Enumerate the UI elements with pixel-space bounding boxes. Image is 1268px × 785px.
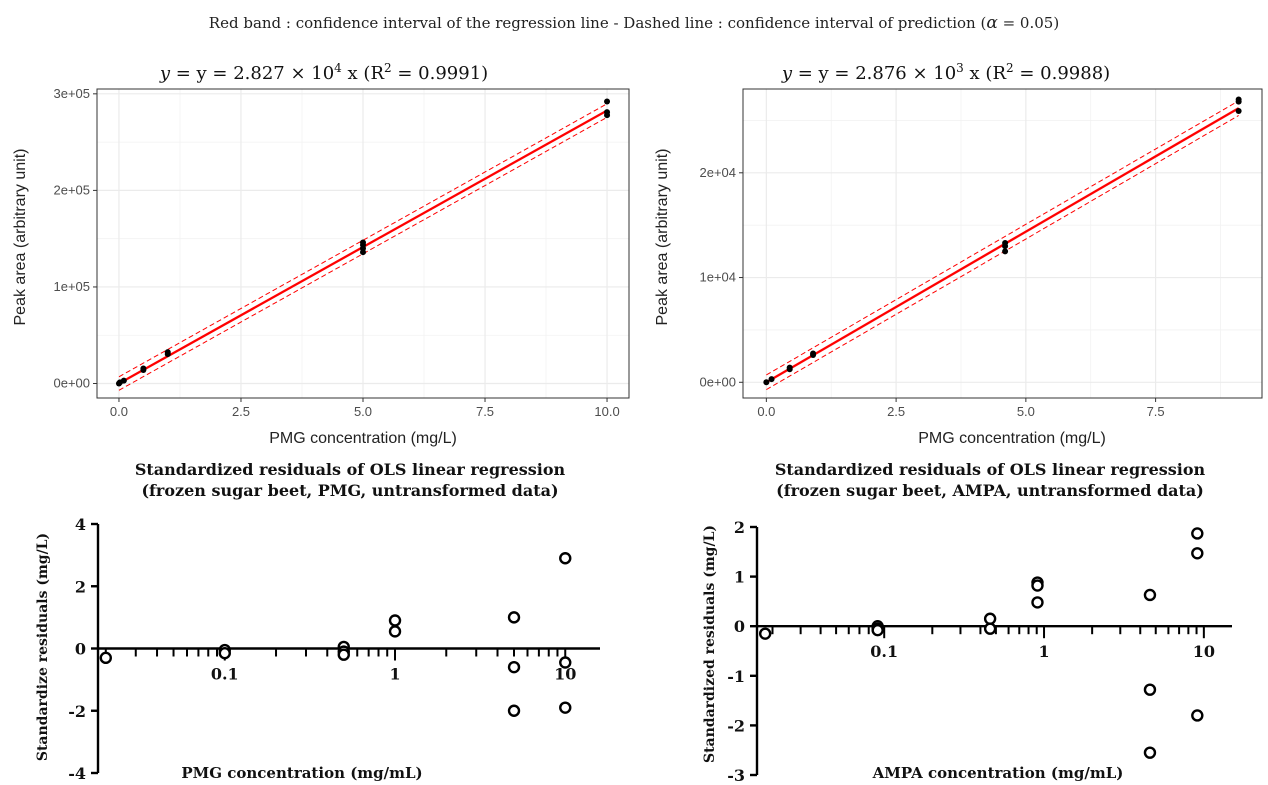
pmg-resid-y-tick-label: -4	[68, 764, 86, 783]
pmg-resid-y-tick-label: 4	[75, 515, 86, 534]
ampa-resid-residual-point	[983, 622, 997, 635]
ampa-resid-y-tick-label: 0	[734, 617, 745, 636]
figure-caption: Red band : confidence interval of the re…	[209, 13, 1059, 33]
ampa-y-tick-label: 2e+04	[699, 165, 736, 180]
pmg-resid-x-tick-label: 10	[554, 665, 576, 684]
ampa-resid-y-tick-label: 2	[734, 518, 745, 537]
pmg-data-point	[604, 109, 611, 116]
ampa-prediction-upper-line	[766, 100, 1239, 376]
ampa-data-point	[1235, 96, 1242, 103]
ampa-x-tick-label: 5.0	[1017, 404, 1035, 419]
ampa-data-point	[763, 379, 770, 386]
pmg-resid-residual-point	[388, 625, 402, 638]
pmg-residuals-title-line2: (frozen sugar beet, PMG, untransformed d…	[141, 481, 558, 500]
pmg-resid-y-tick-label: -2	[68, 702, 86, 721]
pmg-equation-title: y = y = 2.827 × 104 x (R2 = 0.9991)	[159, 61, 488, 84]
ampa-x-tick-label: 0.0	[757, 404, 775, 419]
ampa-calibration-chart: y = y = 2.876 × 103 x (R2 = 0.9988) PMG …	[654, 61, 1263, 447]
pmg-y-tick-label: 3e+05	[53, 86, 90, 101]
pmg-resid-x-tick-label: 0.1	[211, 665, 239, 684]
pmg-resid-residual-point	[218, 646, 231, 660]
pmg-y-tick-label: 1e+05	[53, 279, 90, 294]
ampa-resid-residual-point	[1143, 588, 1157, 602]
pmg-resid-residual-point	[337, 648, 350, 661]
ampa-residuals-title-line1: Standardized residuals of OLS linear reg…	[775, 460, 1206, 479]
ampa-y-axis-title: Peak area (arbitrary unit)	[654, 149, 671, 326]
ampa-data-point	[786, 364, 793, 371]
ampa-panel-border	[742, 88, 1263, 399]
ampa-resid-x-tick-label: 10	[1193, 642, 1215, 661]
ampa-resid-residual-point	[758, 627, 772, 640]
pmg-resid-residual-point	[559, 701, 572, 714]
ampa-x-axis-title: PMG concentration (mg/L)	[918, 430, 1106, 447]
ampa-resid-residual-point	[983, 612, 997, 625]
ampa-resid-y-tick-label: -1	[727, 667, 745, 686]
ampa-data-point	[768, 376, 775, 383]
ampa-y-tick-label: 1e+04	[699, 270, 736, 285]
pmg-resid-residual-point	[388, 614, 402, 627]
pmg-resid-residual-point	[559, 552, 572, 565]
pmg-data-point	[360, 239, 366, 246]
ampa-resid-residual-point	[1031, 596, 1044, 609]
pmg-resid-residual-point	[99, 651, 112, 665]
pmg-residuals-chart: Standardized residuals of OLS linear reg…	[35, 460, 600, 783]
ampa-resid-residual-point	[1143, 683, 1157, 696]
pmg-y-tick-label: 0e+00	[53, 376, 90, 391]
pmg-x-tick-label: 5.0	[354, 404, 372, 419]
pmg-prediction-upper-line	[118, 103, 608, 378]
ampa-resid-residual-point	[1143, 746, 1157, 759]
pmg-panel-border	[96, 88, 630, 399]
pmg-resid-y-tick-label: 2	[75, 577, 86, 596]
pmg-resid-residual-point	[507, 660, 521, 674]
ampa-data-point	[1002, 248, 1009, 255]
pmg-data-point	[604, 98, 611, 105]
ampa-x-tick-label: 7.5	[1147, 404, 1165, 419]
pmg-y-tick-label: 2e+05	[53, 182, 90, 197]
pmg-calibration-chart: y = y = 2.827 × 104 x (R2 = 0.9991) PMG …	[12, 61, 630, 447]
ampa-x-tick-label: 2.5	[887, 404, 905, 419]
ampa-data-point	[1235, 107, 1242, 114]
ampa-residuals-x-axis-title: AMPA concentration (mg/mL)	[872, 764, 1124, 782]
ampa-data-point	[810, 350, 817, 357]
ampa-resid-x-tick-label: 0.1	[870, 642, 898, 661]
pmg-data-point	[120, 377, 127, 384]
pmg-residuals-x-axis-title: PMG concentration (mg/mL)	[181, 764, 422, 782]
pmg-resid-y-tick-label: 0	[75, 640, 86, 659]
ampa-resid-y-tick-label: -2	[727, 716, 745, 735]
pmg-data-point	[164, 349, 171, 356]
ampa-y-tick-label: 0e+00	[699, 374, 736, 389]
pmg-prediction-lower-line	[118, 116, 608, 391]
pmg-residuals-y-axis-title: Standardize residuals (mg/L)	[35, 533, 51, 761]
ampa-residuals-chart: Standardized residuals of OLS linear reg…	[702, 460, 1232, 785]
pmg-x-axis-title: PMG concentration (mg/L)	[269, 430, 457, 447]
pmg-y-axis-title: Peak area (arbitrary unit)	[12, 149, 29, 326]
ampa-resid-residual-point	[1191, 709, 1204, 722]
pmg-resid-residual-point	[507, 704, 521, 717]
ampa-resid-residual-point	[871, 623, 884, 637]
pmg-resid-residual-point	[507, 611, 521, 624]
pmg-resid-residual-point	[559, 656, 572, 669]
pmg-x-tick-label: 7.5	[476, 404, 494, 419]
ampa-residuals-title-line2: (frozen sugar beet, AMPA, untransformed …	[776, 481, 1204, 500]
pmg-x-tick-label: 10.0	[594, 404, 619, 419]
ampa-data-point	[1002, 239, 1009, 246]
ampa-resid-y-tick-label: -3	[727, 766, 745, 785]
ampa-resid-residual-point	[1191, 547, 1204, 560]
pmg-x-tick-label: 2.5	[232, 404, 250, 419]
ampa-residuals-y-axis-title: Standardized residuals (mg/L)	[702, 525, 718, 763]
ampa-resid-residual-point	[1191, 527, 1204, 540]
pmg-residuals-title-line1: Standardized residuals of OLS linear reg…	[135, 460, 566, 479]
ampa-resid-residual-point	[1031, 579, 1044, 592]
pmg-resid-x-tick-label: 1	[389, 665, 400, 684]
ampa-resid-y-tick-label: 1	[734, 568, 745, 587]
pmg-data-point	[140, 365, 147, 372]
ampa-resid-x-tick-label: 1	[1038, 642, 1049, 661]
pmg-x-tick-label: 0.0	[110, 404, 128, 419]
ampa-equation-title: y = y = 2.876 × 103 x (R2 = 0.9988)	[781, 61, 1110, 84]
